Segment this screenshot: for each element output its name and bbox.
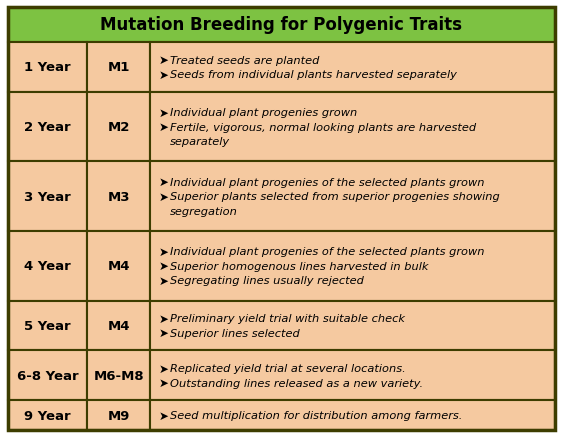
Text: ➤: ➤ (158, 260, 168, 273)
Text: ➤: ➤ (158, 68, 168, 81)
Text: M9: M9 (108, 409, 130, 422)
Text: 9 Year: 9 Year (24, 409, 71, 422)
Text: M4: M4 (108, 260, 130, 273)
Text: ➤: ➤ (158, 106, 168, 119)
Text: ➤: ➤ (158, 245, 168, 258)
Text: ➤: ➤ (158, 54, 168, 67)
Bar (150, 350, 555, 400)
Bar (150, 232, 555, 301)
Text: ➤: ➤ (158, 409, 168, 422)
Text: ➤: ➤ (158, 274, 168, 287)
Text: Mutation Breeding for Polygenic Traits: Mutation Breeding for Polygenic Traits (101, 17, 462, 35)
Text: ➤: ➤ (158, 362, 168, 374)
Bar (87, 301, 150, 350)
Text: Segregating lines usually rejected: Segregating lines usually rejected (170, 276, 364, 286)
Text: Seed multiplication for distribution among farmers.: Seed multiplication for distribution amo… (170, 410, 463, 420)
Bar (87, 162, 150, 232)
Text: Replicated yield trial at several locations.: Replicated yield trial at several locati… (170, 363, 406, 373)
Text: M2: M2 (108, 121, 130, 134)
Text: Seeds from individual plants harvested separately: Seeds from individual plants harvested s… (170, 70, 457, 80)
Bar (8, 400, 87, 430)
Bar (8, 232, 87, 301)
Bar (150, 43, 555, 92)
Text: 6-8 Year: 6-8 Year (17, 369, 78, 382)
Bar (150, 92, 555, 162)
Text: Treated seeds are planted: Treated seeds are planted (170, 56, 320, 65)
Bar (8, 43, 87, 92)
Bar (87, 350, 150, 400)
Text: M4: M4 (108, 319, 130, 332)
Text: Superior homogenous lines harvested in bulk: Superior homogenous lines harvested in b… (170, 261, 428, 271)
Text: M1: M1 (108, 61, 130, 74)
Text: Individual plant progenies of the selected plants grown: Individual plant progenies of the select… (170, 177, 485, 187)
Text: ➤: ➤ (158, 376, 168, 389)
Text: 2 Year: 2 Year (24, 121, 71, 134)
Text: ➤: ➤ (158, 121, 168, 134)
Text: separately: separately (170, 137, 230, 147)
Bar (150, 400, 555, 430)
Text: Individual plant progenies grown: Individual plant progenies grown (170, 108, 358, 118)
Bar (150, 301, 555, 350)
Bar (87, 92, 150, 162)
Text: ➤: ➤ (158, 176, 168, 189)
Text: Outstanding lines released as a new variety.: Outstanding lines released as a new vari… (170, 378, 423, 388)
Text: ➤: ➤ (158, 327, 168, 339)
Text: Superior lines selected: Superior lines selected (170, 328, 300, 338)
Text: M6-M8: M6-M8 (93, 369, 144, 382)
Text: Fertile, vigorous, normal looking plants are harvested: Fertile, vigorous, normal looking plants… (170, 122, 476, 132)
Text: 3 Year: 3 Year (24, 190, 71, 203)
Bar (8, 8, 555, 43)
Bar (150, 162, 555, 232)
Text: Superior plants selected from superior progenies showing: Superior plants selected from superior p… (170, 192, 500, 202)
Text: Preliminary yield trial with suitable check: Preliminary yield trial with suitable ch… (170, 314, 405, 324)
Bar (87, 43, 150, 92)
Text: Individual plant progenies of the selected plants grown: Individual plant progenies of the select… (170, 247, 485, 257)
Bar (8, 162, 87, 232)
Text: 5 Year: 5 Year (24, 319, 71, 332)
Text: ➤: ➤ (158, 312, 168, 325)
Text: 4 Year: 4 Year (24, 260, 71, 273)
Bar (87, 232, 150, 301)
Bar (8, 92, 87, 162)
Text: segregation: segregation (170, 206, 238, 216)
Text: 1 Year: 1 Year (24, 61, 71, 74)
Bar (8, 301, 87, 350)
Text: M3: M3 (108, 190, 130, 203)
Bar (87, 400, 150, 430)
Text: ➤: ➤ (158, 190, 168, 203)
Bar (8, 350, 87, 400)
